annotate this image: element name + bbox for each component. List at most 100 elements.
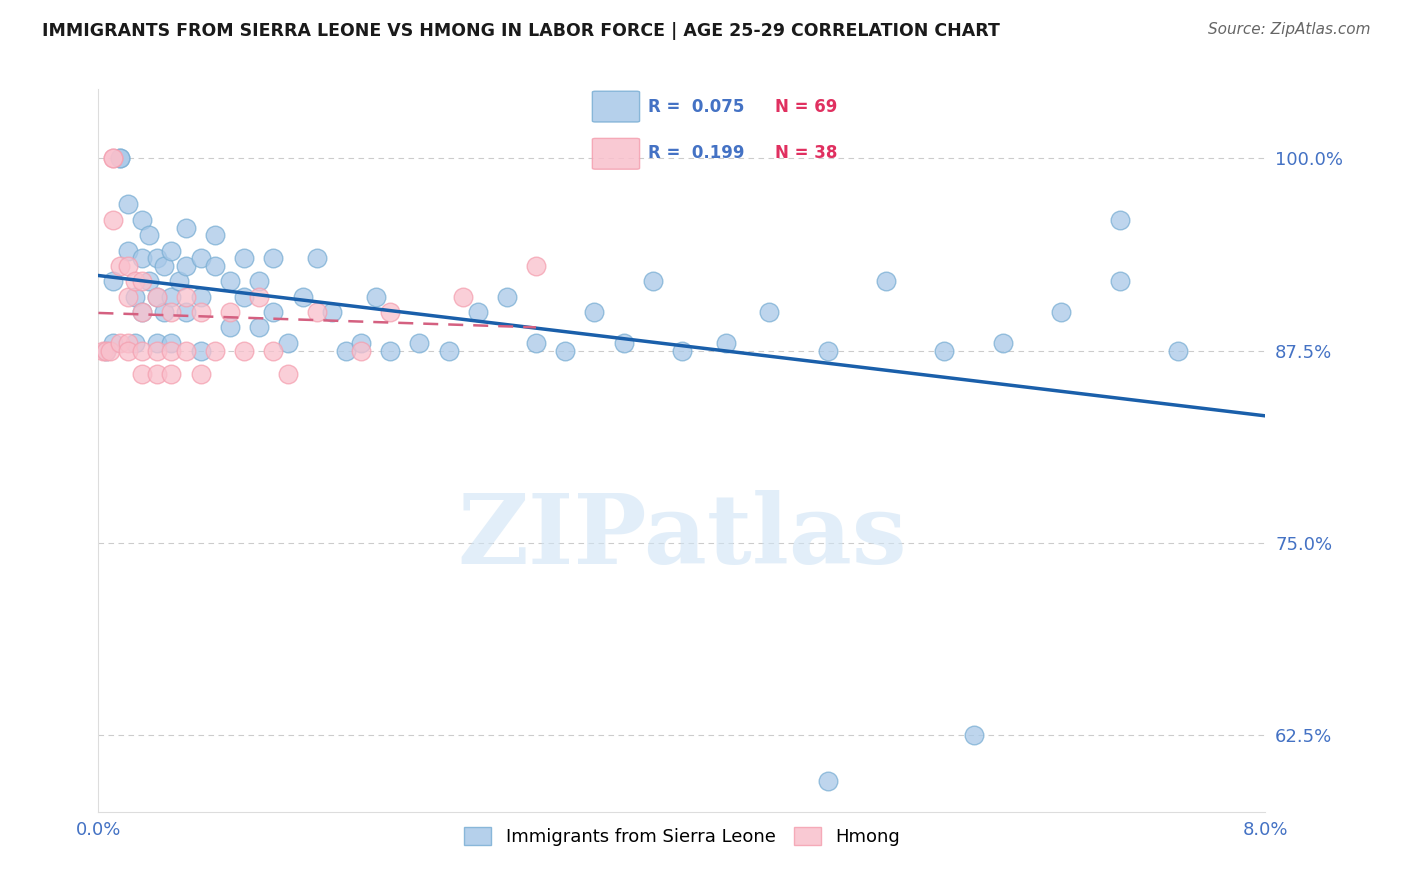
- FancyBboxPatch shape: [592, 138, 640, 169]
- Point: [131, 343, 153, 358]
- Point: [146, 252, 169, 266]
- Point: [934, 343, 956, 358]
- Point: [350, 335, 373, 350]
- Point: [131, 252, 153, 266]
- Point: [110, 152, 132, 166]
- Point: [117, 343, 139, 358]
- Point: [117, 259, 139, 273]
- Point: [524, 259, 547, 273]
- Point: [174, 290, 197, 304]
- Text: R =  0.199: R = 0.199: [648, 144, 745, 161]
- Point: [247, 274, 270, 288]
- Point: [817, 774, 839, 789]
- Point: [160, 305, 183, 319]
- Point: [364, 290, 387, 304]
- Text: Source: ZipAtlas.com: Source: ZipAtlas.com: [1208, 22, 1371, 37]
- Point: [1108, 212, 1130, 227]
- Point: [218, 305, 240, 319]
- Point: [138, 274, 160, 288]
- Point: [233, 252, 256, 266]
- Point: [131, 305, 153, 319]
- Point: [758, 305, 780, 319]
- Point: [817, 343, 839, 358]
- Point: [94, 343, 117, 358]
- Point: [117, 244, 139, 258]
- Point: [101, 212, 124, 227]
- Point: [174, 220, 197, 235]
- Point: [1050, 305, 1073, 319]
- Point: [233, 290, 256, 304]
- Point: [233, 343, 256, 358]
- Point: [218, 320, 240, 334]
- Point: [496, 290, 519, 304]
- Point: [117, 197, 139, 211]
- Point: [101, 152, 124, 166]
- Point: [174, 259, 197, 273]
- Point: [247, 320, 270, 334]
- Point: [554, 343, 576, 358]
- Point: [714, 335, 737, 350]
- Point: [437, 343, 460, 358]
- Point: [408, 335, 430, 350]
- Point: [160, 335, 183, 350]
- Point: [277, 367, 299, 381]
- Point: [146, 290, 169, 304]
- Text: N = 38: N = 38: [776, 144, 838, 161]
- Point: [124, 274, 146, 288]
- Point: [962, 728, 984, 742]
- Point: [380, 305, 402, 319]
- Point: [524, 335, 547, 350]
- Point: [101, 274, 124, 288]
- Point: [350, 343, 373, 358]
- Point: [101, 335, 124, 350]
- Text: IMMIGRANTS FROM SIERRA LEONE VS HMONG IN LABOR FORCE | AGE 25-29 CORRELATION CHA: IMMIGRANTS FROM SIERRA LEONE VS HMONG IN…: [42, 22, 1000, 40]
- Point: [190, 252, 212, 266]
- Point: [875, 274, 897, 288]
- Point: [204, 228, 226, 243]
- Point: [277, 335, 299, 350]
- Point: [190, 367, 212, 381]
- Point: [131, 367, 153, 381]
- Point: [671, 343, 693, 358]
- Point: [190, 343, 212, 358]
- Point: [174, 343, 197, 358]
- Point: [138, 228, 160, 243]
- Point: [307, 305, 329, 319]
- Point: [247, 290, 270, 304]
- Legend: Immigrants from Sierra Leone, Hmong: Immigrants from Sierra Leone, Hmong: [457, 820, 907, 854]
- Point: [91, 343, 114, 358]
- Point: [467, 305, 489, 319]
- Point: [131, 305, 153, 319]
- Point: [160, 244, 183, 258]
- Point: [451, 290, 474, 304]
- Point: [307, 252, 329, 266]
- Text: ZIPatlas: ZIPatlas: [457, 491, 907, 584]
- Point: [160, 343, 183, 358]
- Point: [146, 290, 169, 304]
- Point: [94, 343, 117, 358]
- Point: [1167, 343, 1189, 358]
- Point: [1108, 274, 1130, 288]
- Point: [110, 335, 132, 350]
- Point: [124, 335, 146, 350]
- Point: [153, 259, 176, 273]
- Point: [167, 274, 190, 288]
- Point: [190, 290, 212, 304]
- Point: [583, 305, 606, 319]
- Point: [291, 290, 314, 304]
- Point: [218, 274, 240, 288]
- Point: [160, 290, 183, 304]
- Point: [160, 367, 183, 381]
- Point: [991, 335, 1014, 350]
- Point: [262, 343, 284, 358]
- Point: [124, 290, 146, 304]
- Point: [146, 367, 169, 381]
- Point: [174, 305, 197, 319]
- Point: [153, 305, 176, 319]
- Point: [204, 259, 226, 273]
- Point: [131, 212, 153, 227]
- Point: [117, 290, 139, 304]
- Point: [380, 343, 402, 358]
- FancyBboxPatch shape: [592, 91, 640, 122]
- Point: [146, 343, 169, 358]
